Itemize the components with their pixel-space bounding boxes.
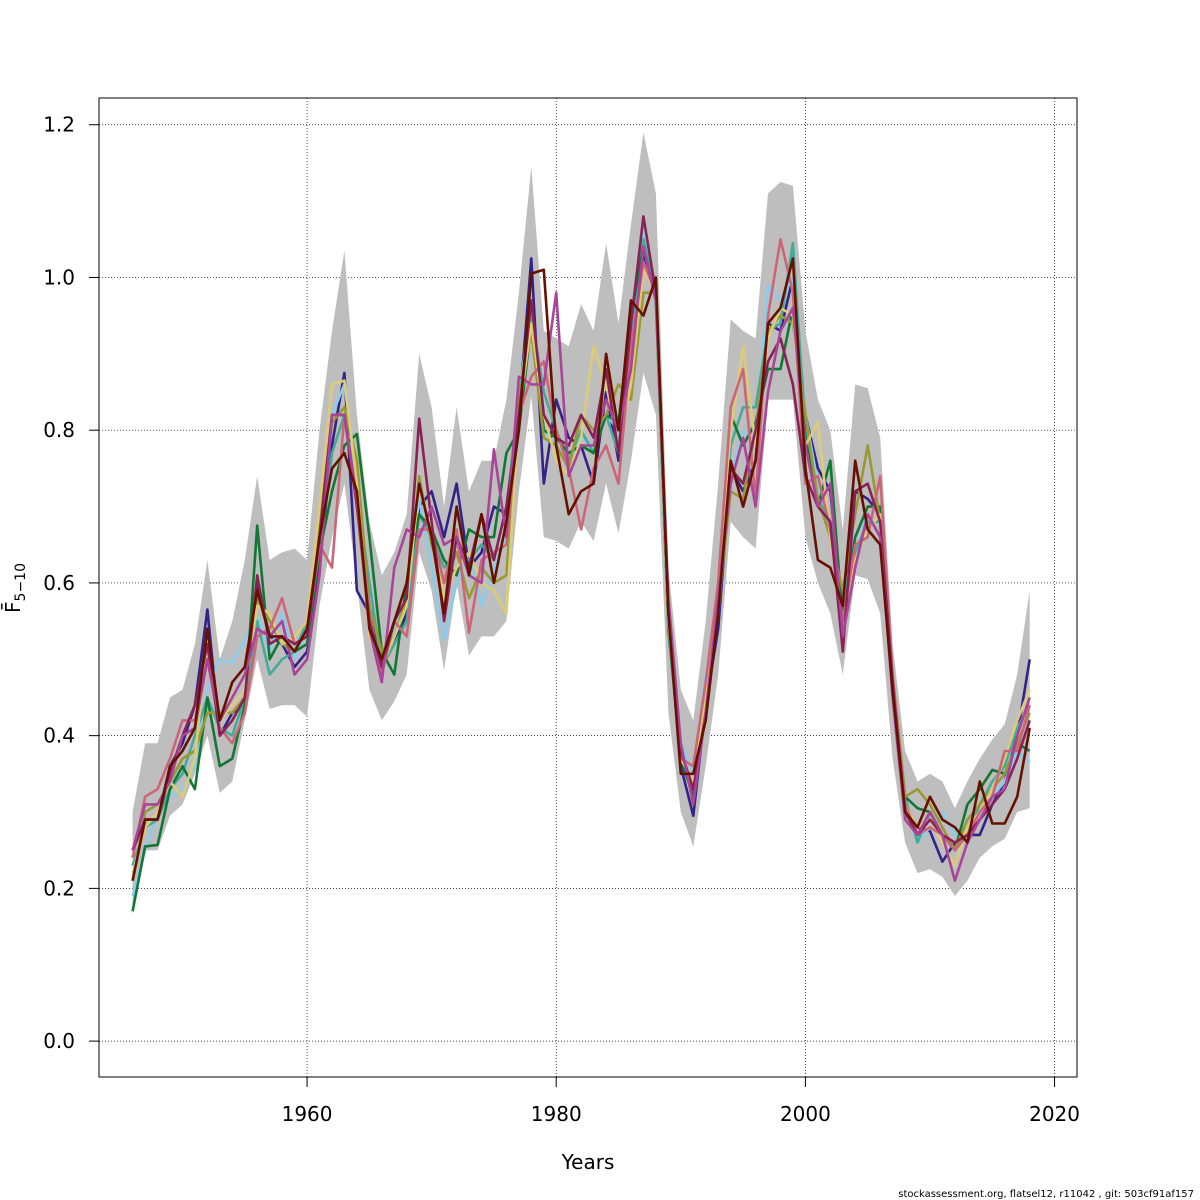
series-line-10: [131, 257, 1031, 881]
y-tick-label: 0.8: [43, 418, 75, 442]
y-tick-label: 0.4: [43, 724, 75, 748]
plot-frame: [98, 97, 1078, 1078]
y-tick-label: 0.0: [43, 1029, 75, 1053]
x-tick-label: 2020: [1029, 1102, 1080, 1126]
x-tick-label: 1980: [531, 1102, 582, 1126]
y-axis-label-main: F̄: [0, 601, 25, 613]
x-tick-label: 2000: [780, 1102, 831, 1126]
y-tick-label: 0.2: [43, 876, 75, 900]
x-tick-label: 1960: [282, 1102, 333, 1126]
y-axis-label-subscript: 5−10: [13, 563, 29, 601]
y-tick-label: 1.0: [43, 265, 75, 289]
series-lines: [131, 215, 1031, 912]
svg-text:F̄5−10: F̄5−10: [0, 563, 29, 613]
y-tick-label: 1.2: [43, 113, 75, 137]
y-axis: 0.0 0.2 0.4 0.6 0.8 1.0 1.2: [43, 113, 99, 1053]
series-line-7: [131, 238, 1031, 859]
y-axis-label: F̄5−10: [0, 563, 29, 613]
series-line-9: [131, 245, 1031, 883]
series-line-6: [131, 268, 1031, 874]
footer-credit: stockassessment.org, flatsel12, r11042 ,…: [898, 1189, 1194, 1200]
x-axis-label: Years: [561, 1150, 615, 1174]
x-axis: 1960 1980 2000 2020: [282, 1077, 1080, 1126]
y-tick-label: 0.6: [43, 571, 75, 595]
